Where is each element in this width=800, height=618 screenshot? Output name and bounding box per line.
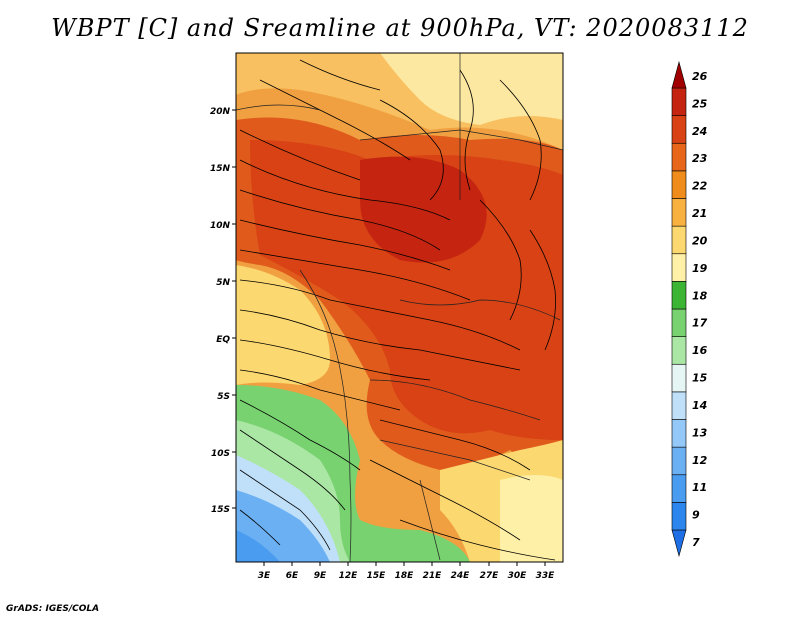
lon-label-12e: 12E — [339, 571, 359, 581]
colorbar-label: 24 — [692, 125, 707, 138]
lon-label-24e: 24E — [451, 571, 471, 581]
colorbar-label: 12 — [692, 454, 708, 467]
colorbar-segment — [671, 474, 687, 503]
colorbar-label: 7 — [692, 536, 700, 549]
colorbar-label: 19 — [692, 262, 708, 275]
lon-label-6e: 6E — [286, 571, 299, 581]
colorbar-label: 23 — [692, 152, 708, 165]
lat-label-20n: 20N — [210, 107, 231, 117]
colorbar-segment — [671, 253, 687, 282]
lat-label-10s: 10S — [211, 449, 230, 459]
colorbar-label: 17 — [692, 317, 708, 330]
lon-label-21e: 21E — [423, 571, 443, 581]
lon-label-15e: 15E — [367, 571, 387, 581]
lon-label-30e: 30E — [508, 571, 528, 581]
colorbar-segment — [671, 363, 687, 393]
lat-axis: 20N 15N 10N 5N EQ 5S 10S 15S — [210, 107, 236, 515]
colorbar-segment — [671, 142, 687, 172]
lon-label-27e: 27E — [480, 571, 500, 581]
streamlines — [239, 59, 556, 561]
colorbar-label: 21 — [692, 207, 707, 220]
colorbar-segment — [671, 391, 687, 420]
colorbar-segment — [671, 198, 687, 227]
colorbar-label: 15 — [692, 372, 708, 385]
lat-label-eq: EQ — [216, 335, 230, 345]
colorbar-label: 25 — [692, 97, 708, 110]
map-frame — [235, 52, 564, 563]
colorbar-segment — [671, 87, 687, 116]
colorbar-segment — [671, 308, 687, 337]
colorbar-segment — [671, 336, 687, 365]
lon-label-3e: 3E — [258, 571, 271, 581]
colorbar-label: 22 — [692, 180, 708, 193]
colorbar-segment — [671, 502, 687, 531]
colorbar-label: 18 — [692, 289, 708, 302]
colorbar-segment — [671, 281, 687, 310]
lon-label-33e: 33E — [536, 571, 556, 581]
colorbar-label: 16 — [692, 344, 708, 357]
wbpt-field — [236, 53, 563, 562]
colorbar-segment — [671, 225, 687, 255]
lat-label-15s: 15S — [211, 505, 230, 515]
colorbar-segment-max — [671, 60, 687, 89]
colorbar-label: 20 — [692, 234, 708, 247]
map-figure: 20N 15N 10N 5N EQ 5S 10S 15S 3E 6E 9E 12… — [210, 52, 708, 581]
colorbar-segment — [671, 170, 687, 199]
lat-label-5s: 5S — [217, 392, 230, 402]
colorbar-label: 26 — [692, 70, 708, 83]
colorbar-label: 11 — [692, 481, 707, 494]
boundaries — [236, 53, 563, 562]
colorbar-segment-min — [671, 529, 687, 558]
colorbar: 7 9 11 12 13 14 15 16 17 18 19 20 21 22 23 24 25 26 — [671, 60, 708, 558]
lat-label-15n: 15N — [210, 164, 231, 174]
colorbar-segment — [671, 419, 687, 448]
chart-title: WBPT [C] and Sreamline at 900hPa, VT: 20… — [51, 14, 749, 42]
lon-label-18e: 18E — [395, 571, 415, 581]
colorbar-label: 9 — [692, 509, 700, 522]
colorbar-segment — [671, 115, 687, 144]
colorbar-segment — [671, 446, 687, 476]
colorbar-label: 13 — [692, 426, 708, 439]
credit-text: GrADS: IGES/COLA — [6, 604, 100, 614]
colorbar-label: 14 — [692, 399, 707, 412]
lat-label-10n: 10N — [210, 221, 231, 231]
lat-label-5n: 5N — [216, 278, 230, 288]
lon-axis: 3E 6E 9E 12E 15E 18E 21E 24E 27E 30E 33E — [258, 562, 555, 581]
lon-label-9e: 9E — [314, 571, 327, 581]
